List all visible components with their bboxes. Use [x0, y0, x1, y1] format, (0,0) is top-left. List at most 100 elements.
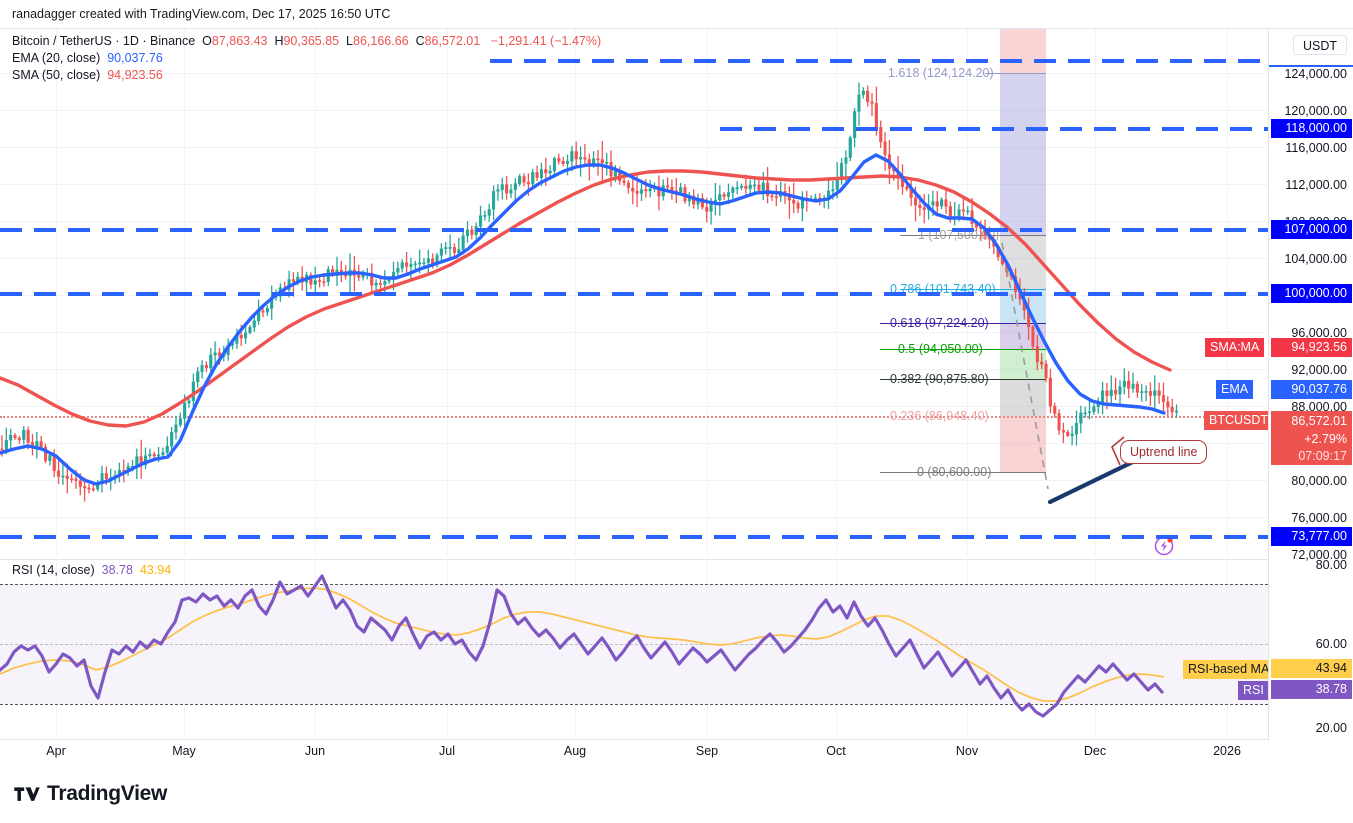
- rsi-legend-label: RSI (14, close): [12, 563, 95, 577]
- gridline-v: [575, 560, 576, 741]
- time-label: Apr: [46, 744, 66, 758]
- fib-line-0: [880, 472, 1046, 473]
- price-axis[interactable]: USDT 124,000.00 120,000.00 116,000.00 11…: [1268, 29, 1353, 741]
- legend-symbol: Bitcoin / TetherUS · 1D · Binance: [12, 34, 196, 48]
- legend-symbol-row[interactable]: Bitcoin / TetherUS · 1D · Binance O87,86…: [12, 33, 601, 50]
- time-label: Jul: [439, 744, 455, 758]
- axis-badge-100000[interactable]: 100,000.00: [1271, 284, 1352, 303]
- chart-frame: 1.618 (124,124.20) 1 (107,500.00) 0.786 …: [0, 28, 1353, 741]
- axis-top-rule: [1269, 65, 1353, 67]
- fib-label-0382: 0.382 (90,875.80): [890, 372, 989, 386]
- rsi-legend[interactable]: RSI (14, close) 38.78 43.94: [12, 563, 171, 577]
- gridline-v: [447, 560, 448, 741]
- legend-ohlc: O87,863.43 H90,365.85 L86,166.66 C86,572…: [202, 34, 602, 48]
- gridline-v: [967, 560, 968, 741]
- fib-zone-0236-0: [1000, 416, 1046, 472]
- fib-line-1: [900, 235, 1046, 236]
- signal-line-126000[interactable]: [490, 59, 1268, 63]
- axis-badge-rsi-ma[interactable]: 43.94: [1271, 659, 1352, 678]
- ema-pane-tag[interactable]: EMA: [1216, 380, 1254, 399]
- gridline-h: [0, 406, 1268, 407]
- time-axis[interactable]: Apr May Jun Jul Aug Sep Oct Nov Dec 2026: [0, 740, 1268, 770]
- gridline-h: [0, 184, 1268, 185]
- axis-tick: 120,000.00: [1284, 104, 1347, 118]
- tradingview-logo-text: TradingView: [47, 782, 168, 805]
- axis-currency-chip[interactable]: USDT: [1292, 35, 1347, 55]
- time-label: Sep: [695, 744, 719, 758]
- time-label: Dec: [1083, 744, 1107, 758]
- ema20-line: [0, 153, 1166, 486]
- rsi-midline: [0, 644, 1268, 645]
- sma-pane-tag[interactable]: SMA:MA: [1205, 338, 1265, 357]
- tradingview-logo[interactable]: TradingView: [14, 782, 167, 806]
- axis-badge-118000[interactable]: 118,000.00: [1271, 119, 1352, 138]
- signal-line-73777[interactable]: [0, 535, 1268, 539]
- axis-badge-btcusdt-price: 86,572.01: [1291, 414, 1347, 428]
- fib-label-0618: 0.618 (97,224.20): [890, 316, 989, 330]
- axis-tick-rsi: 60.00: [1315, 637, 1347, 651]
- axis-tick: 124,000.00: [1284, 67, 1347, 81]
- axis-badge-btcusdt-change: +2.79%: [1304, 432, 1347, 446]
- btcusdt-pane-tag[interactable]: BTCUSDT: [1204, 411, 1268, 430]
- rsi-oversold-line: [0, 704, 1268, 705]
- gridline-h: [0, 110, 1268, 111]
- fib-label-05: 0.5 (94,050.00): [898, 342, 983, 356]
- gridline-h: [0, 517, 1268, 518]
- axis-tick-rsi: 20.00: [1315, 721, 1347, 735]
- gridline-v: [836, 560, 837, 741]
- credit-line: ranadagger created with TradingView.com,…: [12, 7, 391, 21]
- fib-zone-1618-1: [1000, 73, 1046, 235]
- axis-tick: 104,000.00: [1284, 252, 1347, 266]
- fib-projection-line: [1001, 242, 1049, 490]
- price-pane[interactable]: 1.618 (124,124.20) 1 (107,500.00) 0.786 …: [0, 29, 1268, 556]
- axis-tick: 80,000.00: [1291, 474, 1347, 488]
- axis-badge-btcusdt[interactable]: 86,572.01 +2.79% 07:09:17: [1271, 411, 1352, 465]
- signal-line-118000[interactable]: [720, 127, 1268, 131]
- axis-badge-rsi[interactable]: 38.78: [1271, 680, 1352, 699]
- signal-line-100000[interactable]: [0, 292, 1268, 296]
- axis-badge-73777[interactable]: 73,777.00: [1271, 527, 1352, 546]
- fib-zone-above-1618: [1000, 29, 1046, 73]
- axis-tick-rsi: 80.00: [1315, 558, 1347, 572]
- gridline-v: [1095, 560, 1096, 741]
- gridline-h: [0, 147, 1268, 148]
- legend-sma-row[interactable]: SMA (50, close) 94,923.56: [12, 67, 601, 84]
- axis-badge-btcusdt-countdown: 07:09:17: [1298, 449, 1347, 463]
- rsi-pane[interactable]: RSI (14, close) 38.78 43.94 RSI-based MA…: [0, 559, 1268, 741]
- legend-sma-label: SMA (50, close): [12, 68, 101, 82]
- legend-ema-row[interactable]: EMA (20, close) 90,037.76: [12, 50, 601, 67]
- gridline-h: [0, 221, 1268, 222]
- gridline-h: [0, 258, 1268, 259]
- signal-line-107000[interactable]: [0, 228, 1268, 232]
- uptrend-annotation[interactable]: Uptrend line: [1120, 440, 1208, 464]
- gridline-h: [0, 332, 1268, 333]
- fib-line-05: [880, 349, 1046, 350]
- rsi-ma-line: [0, 587, 1165, 702]
- fib-label-1618: 1.618 (124,124.20): [888, 66, 994, 80]
- gridline-v: [184, 560, 185, 741]
- time-label: May: [172, 744, 196, 758]
- rsi-overbought-line: [0, 584, 1268, 585]
- tradingview-logo-icon: [14, 786, 40, 801]
- gridline-v: [707, 560, 708, 741]
- legend-sma-value: 94,923.56: [107, 68, 163, 82]
- price-legend: Bitcoin / TetherUS · 1D · Binance O87,86…: [12, 33, 601, 84]
- axis-badge-sma[interactable]: 94,923.56: [1271, 338, 1352, 357]
- axis-badge-107000[interactable]: 107,000.00: [1271, 220, 1352, 239]
- gridline-v: [1227, 560, 1228, 741]
- axis-tick: 112,000.00: [1285, 178, 1347, 192]
- alert-lightning-icon: [1154, 536, 1174, 556]
- time-label: Oct: [826, 744, 846, 758]
- rsi-ma-legend-value: 43.94: [139, 563, 172, 577]
- fib-line-0236: [0, 416, 1268, 418]
- axis-badge-ema[interactable]: 90,037.76: [1271, 380, 1352, 399]
- fib-label-0236: 0.236 (86,948.40): [890, 409, 989, 423]
- time-label: 2026: [1213, 744, 1241, 758]
- sma50-line: [0, 169, 1172, 428]
- rsi-ma-pane-tag[interactable]: RSI-based MA: [1183, 660, 1268, 679]
- time-label: Aug: [563, 744, 587, 758]
- gridline-h: [0, 480, 1268, 481]
- fib-line-0786: [900, 289, 1046, 290]
- rsi-pane-tag[interactable]: RSI: [1238, 681, 1268, 700]
